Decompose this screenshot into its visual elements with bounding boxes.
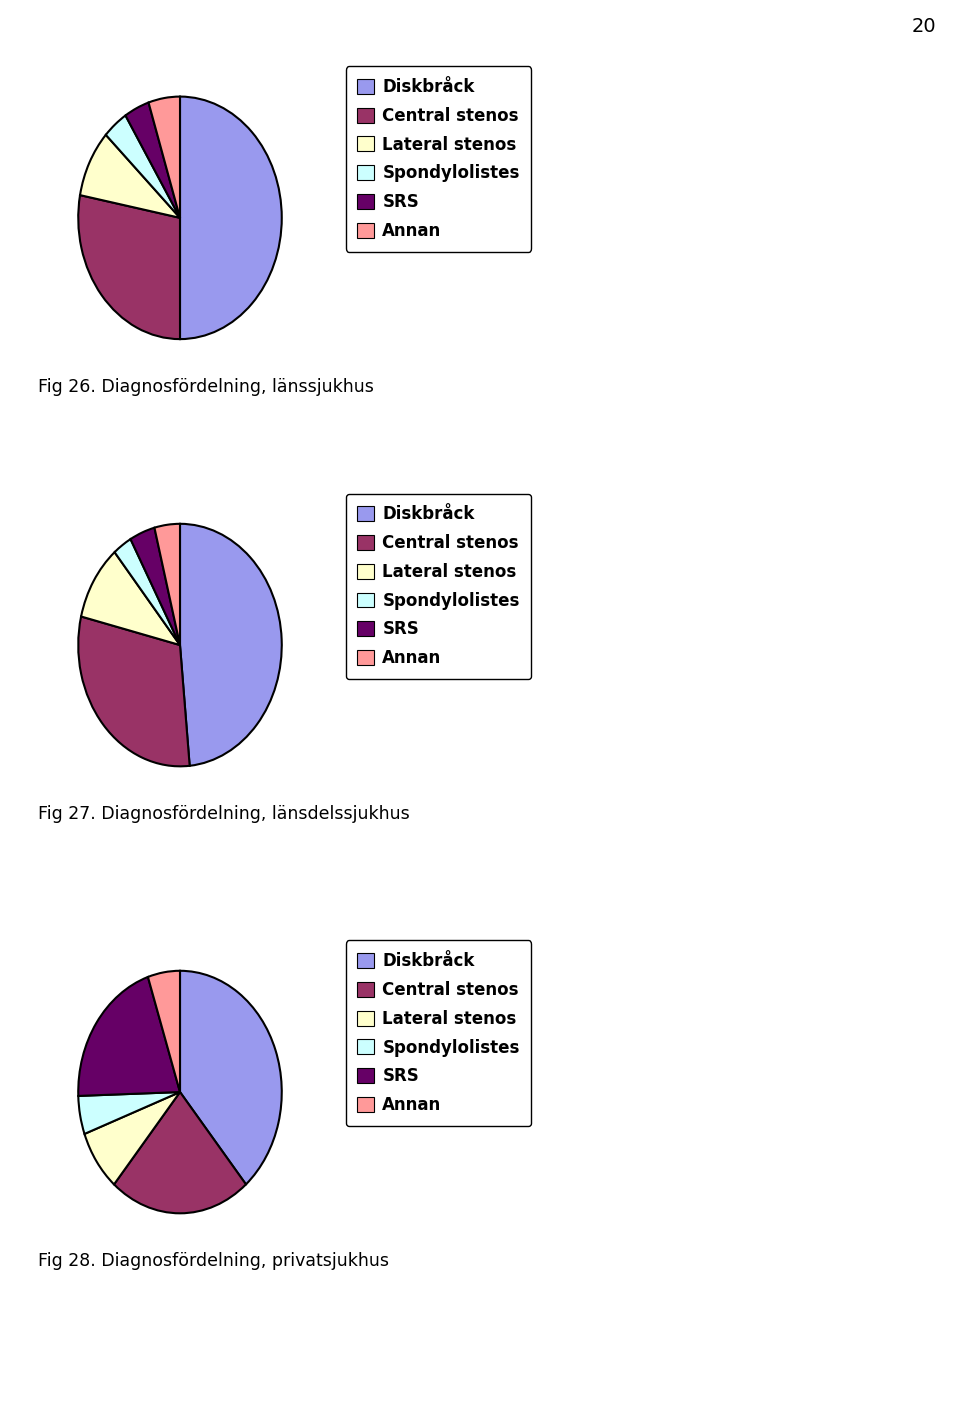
Text: Fig 27. Diagnosfördelning, länsdelssjukhus: Fig 27. Diagnosfördelning, länsdelssjukh… (38, 805, 410, 823)
Wedge shape (79, 1091, 180, 1134)
Wedge shape (106, 116, 180, 217)
Wedge shape (79, 616, 190, 766)
Legend: Diskbråck, Central stenos, Lateral stenos, Spondylolistes, SRS, Annan: Diskbråck, Central stenos, Lateral steno… (346, 940, 531, 1127)
Legend: Diskbråck, Central stenos, Lateral stenos, Spondylolistes, SRS, Annan: Diskbråck, Central stenos, Lateral steno… (346, 493, 531, 680)
Wedge shape (126, 103, 180, 217)
Wedge shape (180, 96, 282, 338)
Wedge shape (84, 1091, 180, 1184)
Text: Fig 28. Diagnosfördelning, privatsjukhus: Fig 28. Diagnosfördelning, privatsjukhus (38, 1252, 390, 1270)
Legend: Diskbråck, Central stenos, Lateral stenos, Spondylolistes, SRS, Annan: Diskbråck, Central stenos, Lateral steno… (346, 66, 531, 252)
Wedge shape (79, 977, 180, 1096)
Wedge shape (114, 1091, 246, 1213)
Wedge shape (79, 195, 180, 338)
Wedge shape (114, 539, 180, 646)
Wedge shape (180, 970, 281, 1184)
Wedge shape (149, 96, 180, 217)
Wedge shape (131, 527, 180, 646)
Wedge shape (180, 523, 281, 766)
Text: Fig 26. Diagnosfördelning, länssjukhus: Fig 26. Diagnosfördelning, länssjukhus (38, 378, 374, 396)
Wedge shape (155, 523, 180, 646)
Wedge shape (148, 970, 180, 1091)
Text: 20: 20 (911, 17, 936, 35)
Wedge shape (81, 553, 180, 646)
Wedge shape (80, 135, 180, 217)
